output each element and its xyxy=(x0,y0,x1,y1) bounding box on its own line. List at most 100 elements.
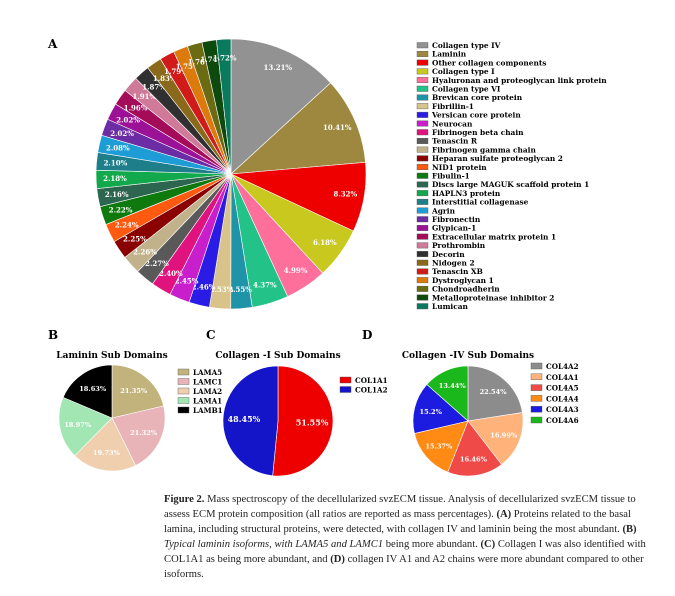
chart-a-legend-label-26: Tenascin XB xyxy=(432,267,483,276)
chart-d-legend-swatch-4 xyxy=(530,406,543,413)
chart-a-legend-swatch-18 xyxy=(416,198,429,205)
chart-b-slice-0 xyxy=(111,364,164,419)
panel-label-b: B xyxy=(48,328,58,342)
chart-a-legend-swatch-11 xyxy=(416,137,429,144)
chart-a-legend-label-12: Fibrinogen gamma chain xyxy=(432,145,536,154)
chart-a-legend-label-8: Versican core protein xyxy=(431,111,521,120)
chart-b-pie: 21.35% 21.32% 19.73% 18.97% 18.63% LAMA5LAMC1… xyxy=(58,364,223,472)
panel-label-c: C xyxy=(206,328,216,342)
chart-a-value-label-13: 2.25% xyxy=(123,235,147,244)
chart-a-value-label-17: 2.18% xyxy=(103,174,127,183)
chart-d-legend-label-3: COL4A4 xyxy=(546,394,579,403)
chart-a-legend-swatch-14 xyxy=(416,164,429,171)
chart-d-legend-swatch-1 xyxy=(530,373,543,380)
chart-a-legend-swatch-1 xyxy=(416,51,429,57)
chart-b-legend-label-0: LAMA5 xyxy=(193,368,222,377)
chart-c-legend-swatch-1 xyxy=(339,386,352,393)
chart-a-value-label-2: 8.32% xyxy=(333,190,357,199)
chart-a-value-label-18: 2.10% xyxy=(104,159,128,168)
chart-a-legend-swatch-3 xyxy=(416,68,429,75)
chart-a-value-label-1: 10.41% xyxy=(323,123,352,132)
chart-a-value-label-15: 2.22% xyxy=(109,205,133,214)
chart-b-legend-label-2: LAMA2 xyxy=(193,387,222,396)
chart-d-value-label-0: 22.54% xyxy=(480,388,508,396)
chart-a-legend-label-2: Other collagen components xyxy=(432,58,546,67)
chart-a-value-label-7: 2.53% xyxy=(210,285,234,294)
chart-d-legend-swatch-5 xyxy=(530,416,543,424)
chart-a-value-label-28: 1.76% xyxy=(188,58,212,67)
chart-b-value-label-0: 21.35% xyxy=(120,387,148,395)
caption-a-label: (A) xyxy=(496,509,512,520)
figure-caption: Figure 2. Mass spectroscopy of the decel… xyxy=(164,492,664,582)
chart-b-value-label-1: 21.32% xyxy=(130,429,158,437)
chart-c-value-label-0: 51.55% xyxy=(296,417,329,427)
caption-c-label: (C) xyxy=(480,539,496,550)
chart-b-value-label-4: 18.63% xyxy=(79,385,107,393)
chart-a-legend-label-16: Discs large MAGUK scaffold protein 1 xyxy=(432,180,589,189)
chart-b-legend-swatch-1 xyxy=(177,378,190,385)
chart-d-value-label-2: 16.46% xyxy=(460,455,488,463)
chart-a-value-label-22: 1.96% xyxy=(124,103,148,112)
chart-a-value-label-23: 1.91% xyxy=(132,92,156,101)
chart-a-legend-label-21: Glypican-1 xyxy=(432,224,476,233)
chart-a-legend-label-5: Collagen type VI xyxy=(432,85,501,94)
chart-a-legend-label-27: Dystroglycan 1 xyxy=(432,276,494,285)
chart-a-legend-swatch-28 xyxy=(416,285,429,292)
chart-a-legend-label-17: HAPLN3 protein xyxy=(432,189,501,198)
chart-a-legend-label-25: Nidogen 2 xyxy=(432,259,475,268)
chart-d-value-label-5: 13.44% xyxy=(439,382,467,390)
chart-a-legend-swatch-30 xyxy=(416,303,429,310)
chart-d-title: Collagen -IV Sub Domains xyxy=(402,351,534,361)
chart-a-value-label-30: 1.72% xyxy=(213,54,237,63)
chart-a-value-label-19: 2.08% xyxy=(106,143,130,152)
chart-a-legend-swatch-9 xyxy=(416,120,429,127)
chart-a-legend-label-22: Extracellular matrix protein 1 xyxy=(432,232,556,241)
chart-a-legend-label-20: Fibronectin xyxy=(432,215,481,224)
chart-b-legend-label-4: LAMB1 xyxy=(193,406,223,415)
chart-a-value-label-0: 13.21% xyxy=(264,63,293,72)
chart-a-legend-swatch-22 xyxy=(416,233,429,240)
chart-a-legend-label-30: Lumican xyxy=(432,302,468,311)
chart-a-legend-swatch-10 xyxy=(416,129,429,136)
chart-d-value-label-4: 15.2% xyxy=(420,408,443,416)
chart-a-legend-label-0: Collagen type IV xyxy=(432,41,501,50)
chart-a-legend-label-28: Chondroadherin xyxy=(432,285,500,294)
caption-text-4: and xyxy=(328,539,350,550)
chart-d-legend-swatch-2 xyxy=(530,384,543,391)
panel-label-a: A xyxy=(47,37,58,51)
chart-a-legend-swatch-12 xyxy=(416,146,429,153)
chart-a-legend-swatch-8 xyxy=(416,111,429,118)
chart-a-value-label-16: 2.16% xyxy=(105,190,129,199)
chart-b-slice-4 xyxy=(62,364,113,419)
chart-a-legend-swatch-16 xyxy=(416,181,429,188)
chart-d-slice-1 xyxy=(467,412,524,465)
chart-a-legend-label-18: Interstitial collagenase xyxy=(432,198,529,207)
chart-a-value-label-20: 2.02% xyxy=(110,129,134,138)
chart-a-legend-label-1: Laminin xyxy=(432,50,467,59)
chart-a-legend-swatch-24 xyxy=(416,251,429,258)
chart-a-legend-swatch-29 xyxy=(416,294,429,301)
chart-a-value-label-27: 1.75% xyxy=(176,62,200,71)
chart-a-legend-label-24: Decorin xyxy=(432,250,465,259)
chart-a-legend-label-6: Brevican core protein xyxy=(432,93,523,102)
chart-b-legend-label-1: LAMC1 xyxy=(193,378,222,387)
caption-b-label: (B) xyxy=(622,524,637,535)
chart-a-legend-swatch-13 xyxy=(416,155,429,162)
chart-a-value-label-3: 6.18% xyxy=(313,238,337,247)
chart-a-legend-swatch-7 xyxy=(416,103,429,110)
chart-a-value-label-14: 2.24% xyxy=(115,220,139,229)
chart-a-legend-label-11: Tenascin R xyxy=(432,137,478,146)
caption-text-3: Typical laminin isoforms, with xyxy=(164,539,296,550)
chart-d-legend-label-1: COL4A1 xyxy=(546,373,579,382)
chart-a-legend-label-14: NID1 protein xyxy=(432,163,487,172)
chart-b-slice-1 xyxy=(111,405,166,466)
chart-c-legend-label-0: COL1A1 xyxy=(355,376,388,385)
chart-a-slice-1 xyxy=(230,82,366,175)
chart-b-legend-swatch-4 xyxy=(177,406,190,414)
chart-a-legend-label-7: Fibrillin-1 xyxy=(432,102,474,111)
chart-c-title: Collagen -I Sub Domains xyxy=(215,351,340,361)
chart-d-legend-label-0: COL4A2 xyxy=(546,362,579,371)
chart-a-value-label-10: 2.40% xyxy=(159,269,183,278)
chart-a-legend-swatch-5 xyxy=(416,85,429,92)
